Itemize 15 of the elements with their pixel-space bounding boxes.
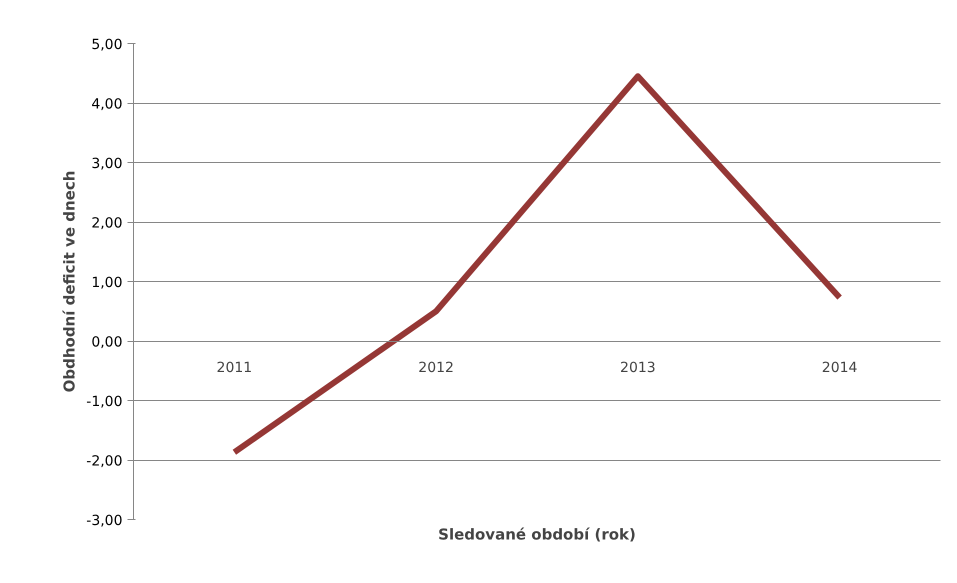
y-tick-label: -3,00: [86, 513, 123, 529]
y-tick-label: 1,00: [91, 275, 122, 291]
y-tick-label: 4,00: [91, 96, 122, 112]
y-tick-label: 3,00: [91, 156, 122, 172]
x-tick-label: 2014: [822, 360, 858, 376]
x-tick-label: 2013: [620, 360, 656, 376]
y-tick-label: 2,00: [91, 216, 122, 232]
x-tick-label: 2012: [418, 360, 454, 376]
y-tick-label: 0,00: [91, 334, 122, 350]
y-tick-label: 5,00: [91, 37, 122, 53]
x-tick-label: 2011: [216, 360, 252, 376]
y-tick-label: -1,00: [86, 394, 123, 410]
x-axis-title: Sledované období (rok): [438, 526, 636, 544]
y-axis-title: Obdhodní deficit ve dnech: [60, 170, 78, 392]
y-tick-label: -2,00: [86, 454, 123, 470]
